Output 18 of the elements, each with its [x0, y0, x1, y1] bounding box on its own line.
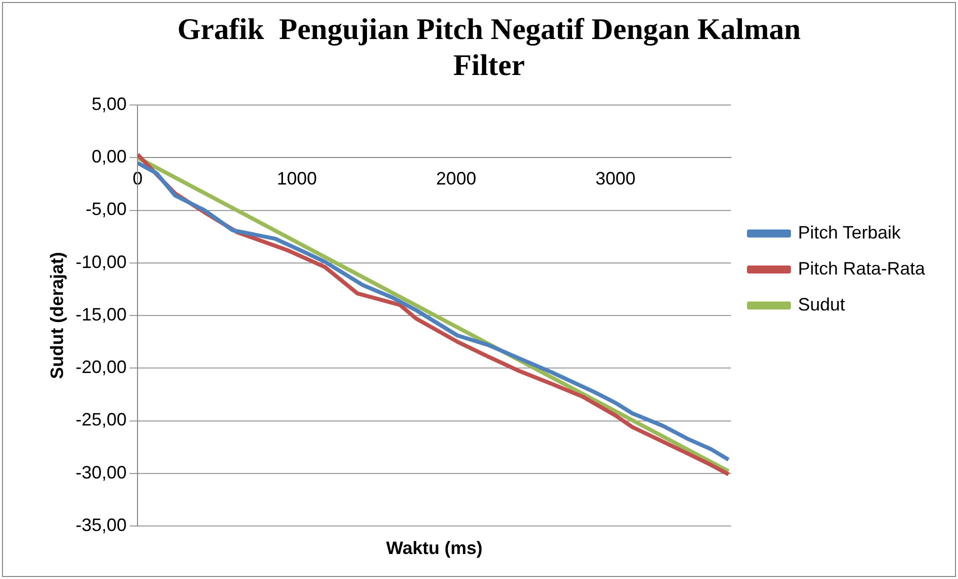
chart-title: Grafik Pengujian Pitch Negatif Dengan Kalman Filter [177, 12, 801, 82]
y-tick-label: 5,00 [92, 94, 127, 114]
legend-label: Pitch Rata-Rata [798, 258, 926, 278]
x-axis-title: Waktu (ms) [386, 538, 482, 558]
y-tick-label: -30,00 [76, 462, 127, 482]
y-tick-label: -10,00 [76, 252, 127, 272]
legend-label: Pitch Terbaik [798, 222, 902, 242]
x-tick-label: 2000 [436, 168, 476, 188]
y-axis-title: Sudut (derajat) [46, 252, 67, 380]
y-tick-label: -5,00 [86, 199, 127, 220]
y-tick-label: -20,00 [76, 357, 127, 378]
x-tick-label: 3000 [595, 168, 636, 188]
legend-label: Sudut [798, 294, 845, 314]
y-tick-label: -35,00 [76, 514, 127, 535]
y-tick-label: 0,00 [92, 146, 127, 167]
x-tick-label: 1000 [276, 168, 317, 188]
y-tick-label: -15,00 [76, 304, 127, 324]
y-tick-label: -25,00 [76, 410, 127, 430]
